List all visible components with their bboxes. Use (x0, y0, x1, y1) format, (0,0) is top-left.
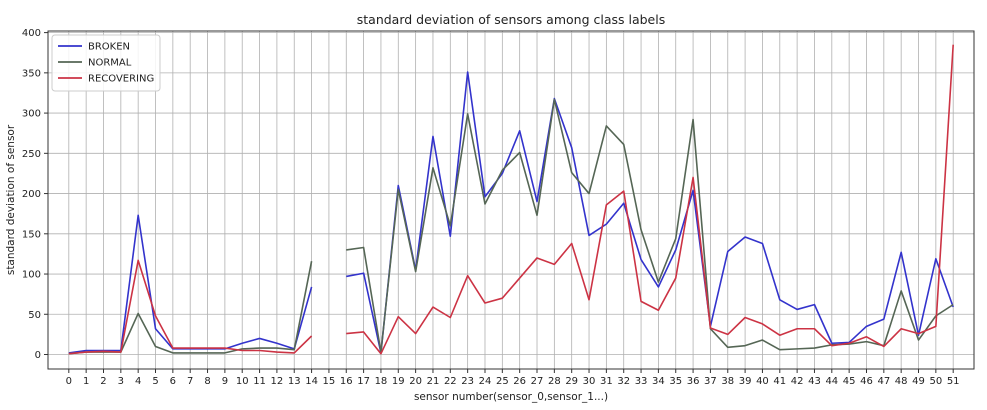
x-tick-label: 39 (739, 376, 752, 387)
y-tick-label: 150 (22, 229, 41, 240)
y-tick-label: 250 (22, 149, 41, 160)
chart-title: standard deviation of sensors among clas… (357, 12, 665, 27)
x-tick-label: 46 (860, 376, 873, 387)
x-tick-label: 41 (773, 376, 786, 387)
x-tick-label: 3 (118, 376, 124, 387)
x-tick-label: 49 (912, 376, 925, 387)
x-tick-label: 43 (808, 376, 821, 387)
x-tick-label: 15 (323, 376, 336, 387)
x-tick-label: 7 (187, 376, 193, 387)
legend: BROKEN NORMAL RECOVERING (51, 34, 161, 92)
x-tick-label: 8 (204, 376, 210, 387)
x-tick-label: 37 (704, 376, 717, 387)
x-tick-label: 18 (375, 376, 388, 387)
x-tick-label: 50 (929, 376, 942, 387)
series-line-normal (68, 98, 954, 355)
series-layer (68, 44, 954, 355)
x-tick-label: 30 (583, 376, 596, 387)
x-tick-label: 17 (357, 376, 370, 387)
plot-frame (47, 30, 975, 370)
x-tick-label: 5 (152, 376, 158, 387)
x-tick-label: 48 (895, 376, 908, 387)
x-tick-label: 21 (427, 376, 440, 387)
x-axis-ticks: 0 1 2 3 4 5 6 7 8 9 10 11 12 13 14 15 16 17 18 19 20 21 22 23 24… (66, 369, 960, 387)
y-tick-label: 200 (22, 189, 41, 200)
x-tick-label: 25 (496, 376, 509, 387)
legend-label-normal: NORMAL (88, 58, 132, 69)
y-tick-label: 50 (28, 310, 41, 321)
x-tick-label: 1 (83, 376, 89, 387)
x-tick-label: 36 (687, 376, 700, 387)
x-tick-label: 32 (617, 376, 630, 387)
x-tick-label: 13 (288, 376, 301, 387)
y-tick-label: 100 (22, 270, 41, 281)
x-tick-label: 27 (531, 376, 544, 387)
x-tick-label: 9 (222, 376, 228, 387)
x-tick-label: 14 (305, 376, 318, 387)
x-tick-label: 38 (721, 376, 734, 387)
legend-label-recovering: RECOVERING (88, 74, 154, 85)
y-axis-title: standard deviation of sensor (5, 124, 17, 275)
x-tick-label: 6 (170, 376, 176, 387)
x-tick-label: 33 (635, 376, 648, 387)
x-tick-label: 23 (461, 376, 474, 387)
x-tick-label: 31 (600, 376, 613, 387)
x-axis-title: sensor number(sensor_0,sensor_1...) (414, 391, 608, 403)
x-tick-label: 40 (756, 376, 769, 387)
x-tick-label: 11 (253, 376, 266, 387)
x-tick-label: 45 (843, 376, 856, 387)
x-tick-label: 19 (392, 376, 405, 387)
grid-lines (48, 31, 974, 369)
x-tick-label: 22 (444, 376, 457, 387)
x-tick-label: 34 (652, 376, 665, 387)
x-tick-label: 29 (565, 376, 578, 387)
y-tick-label: 350 (22, 68, 41, 79)
legend-label-broken: BROKEN (88, 42, 130, 53)
x-tick-label: 12 (271, 376, 284, 387)
x-tick-label: 35 (669, 376, 682, 387)
legend-box (51, 34, 161, 92)
x-tick-label: 10 (236, 376, 249, 387)
x-tick-label: 16 (340, 376, 353, 387)
x-tick-label: 51 (947, 376, 960, 387)
x-tick-label: 0 (66, 376, 72, 387)
x-tick-label: 26 (513, 376, 526, 387)
series-line-recovering (68, 44, 954, 355)
x-tick-label: 2 (100, 376, 106, 387)
y-tick-label: 400 (22, 28, 41, 39)
y-axis-ticks: 0 50 100 150 200 250 300 350 400 (22, 28, 48, 361)
x-tick-label: 44 (825, 376, 838, 387)
series-line-broken (68, 71, 954, 354)
y-tick-label: 300 (22, 109, 41, 120)
x-tick-label: 4 (135, 376, 141, 387)
x-tick-label: 42 (791, 376, 804, 387)
x-tick-label: 28 (548, 376, 561, 387)
x-tick-label: 24 (479, 376, 492, 387)
x-tick-label: 47 (877, 376, 890, 387)
y-tick-label: 0 (35, 350, 41, 361)
x-tick-label: 20 (409, 376, 422, 387)
